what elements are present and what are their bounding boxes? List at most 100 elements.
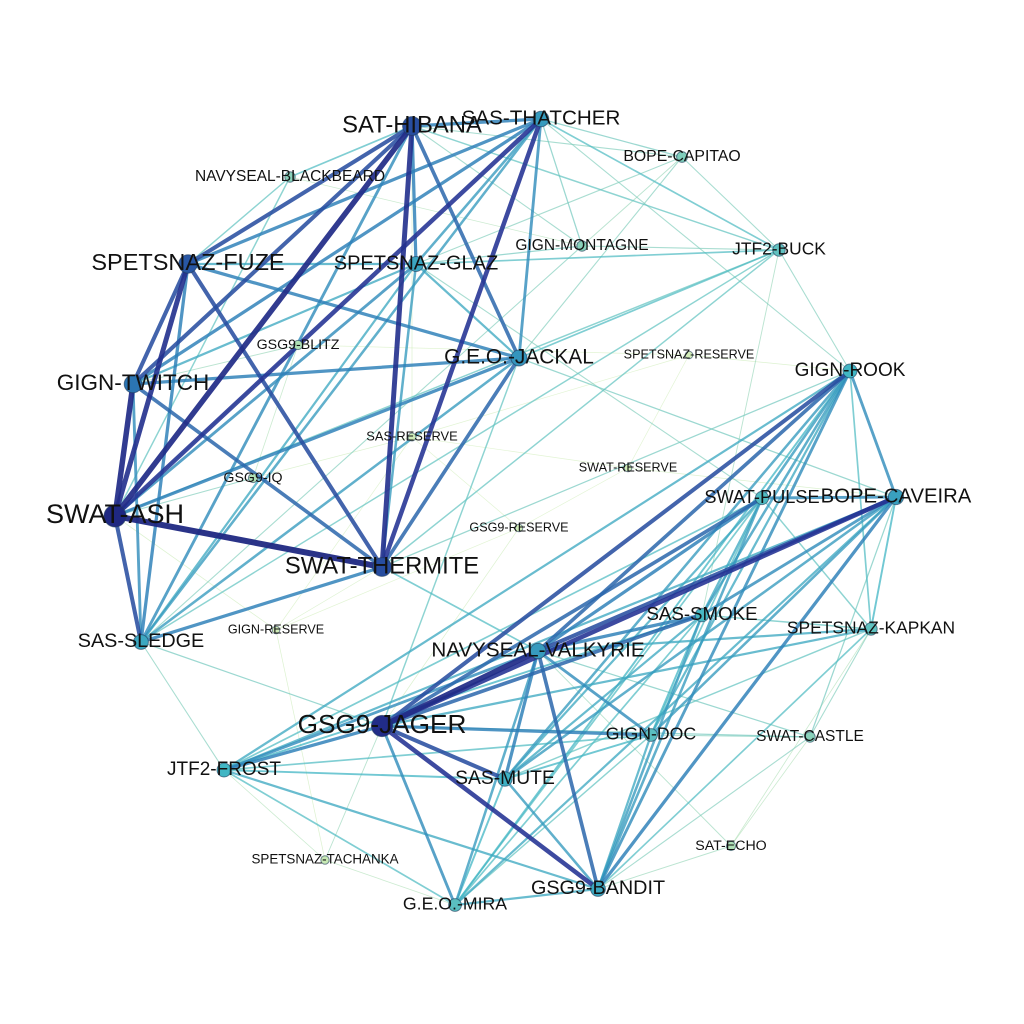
edge-gign-twitch--swat-thermite <box>131 382 384 569</box>
node-swat-ash[interactable] <box>103 504 127 528</box>
edge-swat-thermite--jtf2-buck <box>381 249 780 568</box>
edge-gsg9-bandit--spetsnaz-kapkan <box>597 628 872 890</box>
edge-swat-thermite--gign-rook <box>381 370 851 568</box>
node-sas-reserve[interactable] <box>407 432 417 442</box>
node-spetsnaz-tachanka[interactable] <box>320 855 330 865</box>
node-swat-pulse[interactable] <box>754 490 770 506</box>
node-spetsnaz-fuze[interactable] <box>178 254 198 274</box>
edge-sat-echo--swat-castle <box>730 736 811 847</box>
node-label-swat-thermite: SWAT-THERMITE <box>285 552 479 579</box>
edge-bope-caveira--gign-rook <box>848 369 898 499</box>
node-navyseal-blackbeard[interactable] <box>284 171 296 183</box>
edge-sat-hibana--navyseal-blackbeard <box>289 125 413 178</box>
edge-gsg9-jager--spetsnaz-tachanka <box>324 725 383 861</box>
edge-navyseal-valkyrie--gsg9-bandit <box>536 649 600 891</box>
edge-navyseal-valkyrie--spetsnaz-kapkan <box>536 627 873 653</box>
node-label-sas-reserve: SAS-RESERVE <box>366 428 458 443</box>
edge-spetsnaz-glaz--gign-montagne <box>415 245 583 265</box>
edge-gign-rook--sas-mute <box>503 369 852 781</box>
edge-swat-ash--sas-sledge <box>112 513 144 645</box>
edge-g.e.o.-jackal--gsg9-jager <box>381 357 520 727</box>
edge-swat-ash--swat-thermite <box>112 513 385 570</box>
node-navyseal-valkyrie[interactable] <box>529 642 547 660</box>
node-label-swat-pulse: SWAT-PULSE <box>704 487 819 507</box>
edge-gign-twitch--sas-sledge <box>131 382 143 644</box>
node-jtf2-frost[interactable] <box>216 762 232 778</box>
edge-gsg9-bandit--jtf2-frost <box>222 768 600 891</box>
edge-gign-rook--jtf2-frost <box>222 369 852 772</box>
edge-navyseal-valkyrie--jtf2-frost <box>222 649 540 772</box>
node-sat-hibana[interactable] <box>402 116 422 136</box>
node-gign-doc[interactable] <box>644 728 658 742</box>
node-bope-capitao[interactable] <box>676 151 688 163</box>
node-sas-thatcher[interactable] <box>532 110 550 128</box>
edge-navyseal-valkyrie--gign-rook <box>536 369 852 653</box>
node-sat-echo[interactable] <box>725 840 737 852</box>
edge-gsg9-bandit--sas-smoke <box>596 613 704 891</box>
edge-sas-sledge--gsg9-jager <box>140 641 383 727</box>
node-gign-montagne[interactable] <box>576 240 588 252</box>
edge-gsg9-jager--g.e.o.-mira <box>380 724 457 907</box>
node-gign-reserve[interactable] <box>271 625 281 635</box>
edge-gign-doc--g.e.o.-mira <box>454 734 652 906</box>
edge-gign-twitch--spetsnaz-glaz <box>131 262 418 386</box>
edge-swat-pulse--jtf2-frost <box>223 497 763 771</box>
edge-swat-ash--spetsnaz-glaz <box>113 262 418 518</box>
node-gsg9-bandit[interactable] <box>590 881 606 897</box>
edge-bope-caveira--sas-smoke <box>700 495 898 617</box>
node-gsg9-reserve[interactable] <box>514 523 524 533</box>
node-label-spetsnaz-kapkan: SPETSNAZ-KAPKAN <box>787 618 955 638</box>
edge-swat-ash--sat-hibana <box>112 123 415 519</box>
node-jtf2-buck[interactable] <box>772 243 786 257</box>
edge-gsg9-jager--jtf2-frost <box>222 724 384 772</box>
node-gign-rook[interactable] <box>842 363 858 379</box>
node-sas-smoke[interactable] <box>694 607 710 623</box>
node-label-sat-hibana: SAT-HIBANA <box>342 111 482 138</box>
edge-swat-thermite--g.e.o.-jackal <box>380 356 521 569</box>
node-label-bope-caveira: BOPE-CAVEIRA <box>821 485 972 507</box>
node-label-gign-doc: GIGN-DOC <box>606 724 697 744</box>
nodes-layer <box>103 110 905 912</box>
edge-sas-thatcher--gign-twitch <box>131 117 543 386</box>
node-gsg9-jager[interactable] <box>370 714 394 738</box>
edge-spetsnaz-fuze--navyseal-blackbeard <box>187 176 291 265</box>
node-gsg9-blitz[interactable] <box>292 339 304 351</box>
edge-sas-thatcher--sas-sledge <box>139 117 543 644</box>
edge-spetsnaz-fuze--gign-twitch <box>130 261 191 387</box>
edge-jtf2-frost--spetsnaz-tachanka <box>223 769 326 861</box>
edge-jtf2-buck--gign-montagne <box>581 245 780 251</box>
edge-sas-mute--gign-doc <box>504 734 652 780</box>
edge-gsg9-bandit--swat-castle <box>597 736 811 890</box>
node-swat-reserve[interactable] <box>623 463 633 473</box>
edge-sas-thatcher--gign-rook <box>540 118 851 372</box>
edge-spetsnaz-reserve--gign-rook <box>688 354 851 372</box>
node-label-spetsnaz-tachanka: SPETSNAZ-TACHANKA <box>251 852 398 867</box>
edge-navyseal-valkyrie--g.e.o.-mira <box>453 649 540 907</box>
node-sas-sledge[interactable] <box>133 634 149 650</box>
node-swat-castle[interactable] <box>804 731 816 743</box>
edge-gign-rook--g.e.o.-mira <box>454 370 851 906</box>
node-gsg9-iq[interactable] <box>247 472 259 484</box>
edges-layer <box>112 116 899 907</box>
node-spetsnaz-glaz[interactable] <box>408 256 424 272</box>
node-spetsnaz-reserve[interactable] <box>684 350 694 360</box>
edge-gsg9-bandit--sas-mute <box>503 777 600 891</box>
edge-bope-caveira--swat-castle <box>809 496 897 738</box>
node-label-gsg9-blitz: GSG9-BLITZ <box>257 337 340 353</box>
node-gign-twitch[interactable] <box>123 374 143 394</box>
node-bope-caveira[interactable] <box>887 488 905 506</box>
edge-gsg9-reserve--gign-reserve <box>275 527 520 631</box>
edge-jtf2-frost--g.e.o.-mira <box>223 769 456 906</box>
edge-sat-hibana--sas-thatcher <box>410 117 543 128</box>
edge-gign-reserve--swat-ash <box>114 515 277 631</box>
node-spetsnaz-kapkan[interactable] <box>864 622 878 636</box>
node-label-spetsnaz-fuze: SPETSNAZ-FUZE <box>91 249 284 275</box>
node-label-sas-smoke: SAS-SMOKE <box>646 603 757 624</box>
node-swat-thermite[interactable] <box>372 557 392 577</box>
node-sas-mute[interactable] <box>497 771 513 787</box>
node-g-e-o-mira[interactable] <box>448 898 462 912</box>
edge-sas-sledge--jtf2-frost <box>140 641 225 771</box>
edge-swat-reserve--spetsnaz-reserve <box>627 354 690 469</box>
edge-sas-sledge--gign-montagne <box>140 245 583 643</box>
node-g-e-o-jackal[interactable] <box>510 349 528 367</box>
